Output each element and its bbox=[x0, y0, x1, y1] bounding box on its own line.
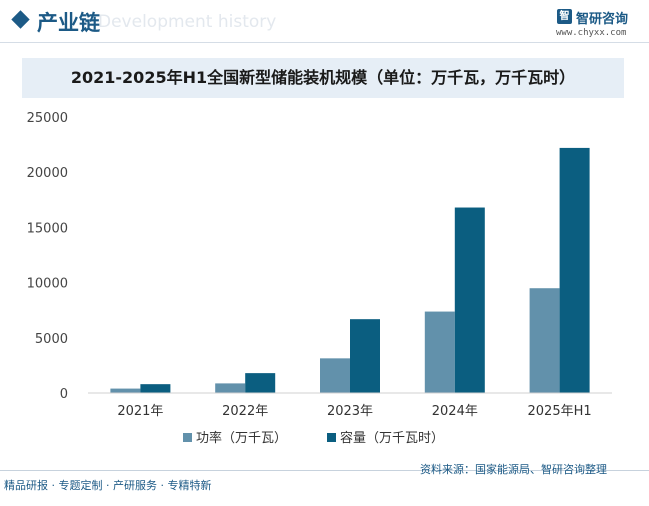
y-axis: 0 5000 10000 15000 20000 25000 bbox=[27, 111, 68, 402]
chart-title: 2021-2025年H1全国新型储能装机规模（单位：万千瓦，万千瓦时） bbox=[70, 68, 576, 87]
x-axis: 2021年 2022年 2023年 2024年 2025年H1 bbox=[117, 404, 591, 419]
y-tick-label: 0 bbox=[60, 387, 68, 402]
brand-url: www.chyxx.com bbox=[556, 28, 627, 38]
bar-capacity bbox=[559, 147, 590, 393]
x-tick-label: 2022年 bbox=[222, 404, 268, 419]
bar-power bbox=[424, 311, 455, 393]
legend: 功率（万千瓦） 容量（万千瓦时） bbox=[183, 430, 444, 446]
section-title: 产业链 bbox=[37, 11, 100, 35]
bar-power bbox=[320, 358, 350, 393]
brand: 智 智研咨询 www.chyxx.com bbox=[548, 7, 646, 43]
legend-swatch bbox=[327, 433, 336, 442]
y-tick-label: 10000 bbox=[27, 277, 68, 292]
bar-power bbox=[529, 288, 560, 393]
x-tick-label: 2024年 bbox=[432, 404, 478, 419]
diamond-icon bbox=[11, 10, 30, 29]
bar-capacity bbox=[454, 207, 485, 393]
bar-capacity bbox=[140, 384, 171, 393]
legend-label: 容量（万千瓦时） bbox=[340, 430, 444, 446]
legend-label: 功率（万千瓦） bbox=[196, 430, 287, 446]
watermark-text: Development history bbox=[98, 12, 277, 32]
bar-power bbox=[110, 388, 141, 393]
bar-capacity bbox=[350, 319, 380, 393]
y-tick-label: 25000 bbox=[27, 111, 68, 126]
footer-slogan: 精品研报 · 专题定制 · 产研服务 · 专精特新 bbox=[4, 479, 212, 492]
brand-name: 智研咨询 bbox=[576, 12, 629, 27]
x-tick-label: 2021年 bbox=[117, 404, 163, 419]
footer-divider bbox=[0, 470, 649, 471]
y-tick-label: 5000 bbox=[35, 332, 68, 347]
header: Development history 产业链 智 智研咨询 www.chyxx… bbox=[0, 0, 649, 44]
y-tick-label: 20000 bbox=[27, 166, 68, 181]
source-note: 资料来源：国家能源局、智研咨询整理 bbox=[420, 463, 607, 476]
bar-capacity bbox=[245, 373, 276, 393]
x-tick-label: 2023年 bbox=[327, 404, 373, 419]
header-divider bbox=[0, 42, 649, 43]
chart-title-bar: 2021-2025年H1全国新型储能装机规模（单位：万千瓦，万千瓦时） bbox=[22, 58, 624, 98]
brand-logo-icon: 智 bbox=[557, 9, 572, 24]
bars bbox=[110, 147, 590, 393]
bar-chart: 0 5000 10000 15000 20000 25000 2021年 2022年 2023… bbox=[27, 111, 612, 446]
x-tick-label: 2025年H1 bbox=[528, 404, 592, 419]
y-tick-label: 15000 bbox=[27, 221, 68, 236]
bar-power bbox=[215, 383, 246, 393]
legend-swatch bbox=[183, 433, 192, 442]
